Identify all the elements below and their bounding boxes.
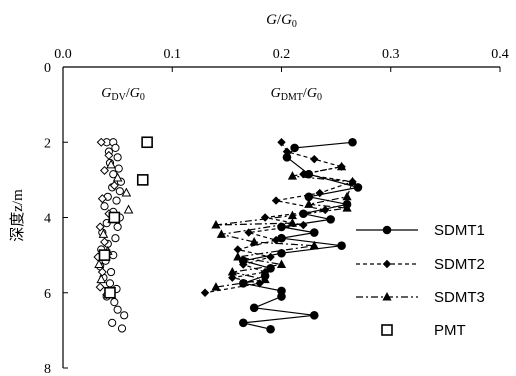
- data-point: [109, 319, 116, 326]
- y-tick-label: 4: [44, 212, 51, 227]
- y-tick-label: 6: [44, 287, 51, 302]
- data-point: [304, 199, 313, 208]
- chart-marks: [94, 137, 362, 333]
- y-tick-label: 8: [44, 362, 51, 376]
- data-point: [101, 203, 108, 210]
- data-point: [239, 319, 248, 328]
- y-tick-label: 0: [44, 61, 51, 76]
- data-point: [342, 192, 351, 201]
- data-point: [114, 306, 121, 313]
- legend-item: SDMT2: [356, 256, 485, 273]
- annotation-label: GDMT/G0: [271, 86, 322, 103]
- data-point: [316, 189, 324, 197]
- x-tick-label: 0.2: [273, 47, 291, 62]
- data-point: [201, 289, 209, 297]
- data-point: [348, 138, 357, 147]
- y-axis-title: 深度z/m: [9, 189, 26, 242]
- data-point: [111, 299, 118, 306]
- data-point: [125, 206, 133, 213]
- x-tick-label: 0.1: [164, 47, 182, 62]
- data-point: [272, 196, 280, 204]
- data-point: [233, 252, 242, 261]
- data-point: [266, 325, 275, 334]
- data-point: [114, 223, 121, 230]
- data-point: [118, 325, 125, 332]
- legend-label: PMT: [434, 322, 466, 339]
- data-point: [109, 213, 119, 223]
- data-point: [310, 155, 318, 163]
- legend-item: PMT: [382, 322, 466, 339]
- legend-item: SDMT1: [356, 222, 485, 239]
- data-point: [250, 304, 259, 313]
- data-point: [114, 154, 121, 161]
- data-point: [299, 221, 307, 229]
- data-point: [115, 165, 122, 172]
- data-point: [107, 268, 114, 275]
- data-point: [261, 213, 269, 221]
- data-point: [112, 144, 119, 151]
- data-point: [277, 138, 285, 146]
- legend-label: SDMT1: [434, 222, 485, 239]
- legend-item: SDMT3: [356, 289, 485, 306]
- data-point: [96, 283, 104, 291]
- data-point: [121, 312, 128, 319]
- data-point: [288, 218, 297, 227]
- data-point: [326, 215, 335, 224]
- legend-marker: [383, 260, 391, 268]
- data-point: [112, 235, 119, 242]
- data-point: [113, 197, 120, 204]
- annotation-label: GDV/G0: [101, 86, 145, 103]
- x-tick-label: 0.4: [491, 47, 509, 62]
- x-tick-label: 0.3: [382, 47, 400, 62]
- data-point: [290, 144, 299, 153]
- legend-marker: [382, 325, 392, 335]
- data-point: [337, 241, 346, 250]
- x-tick-label: 0.0: [54, 47, 72, 62]
- data-point: [310, 311, 319, 320]
- data-point: [266, 253, 274, 261]
- data-point: [116, 188, 123, 195]
- legend-marker: [382, 292, 391, 301]
- data-point: [321, 206, 329, 214]
- data-point: [310, 228, 319, 237]
- legend-marker: [383, 226, 392, 235]
- chart-legend: SDMT1 SDMT2 SDMT3 PMT: [356, 222, 485, 339]
- legend-label: SDMT3: [434, 289, 485, 306]
- data-point: [105, 288, 115, 298]
- series-line: [243, 142, 358, 329]
- data-point: [277, 292, 286, 301]
- data-point: [100, 250, 110, 260]
- data-point: [106, 280, 113, 287]
- y-tick-label: 2: [44, 136, 51, 151]
- data-point: [142, 137, 152, 147]
- x-axis-title: G/G0: [266, 12, 297, 30]
- data-point: [138, 175, 148, 185]
- legend-label: SDMT2: [434, 256, 485, 273]
